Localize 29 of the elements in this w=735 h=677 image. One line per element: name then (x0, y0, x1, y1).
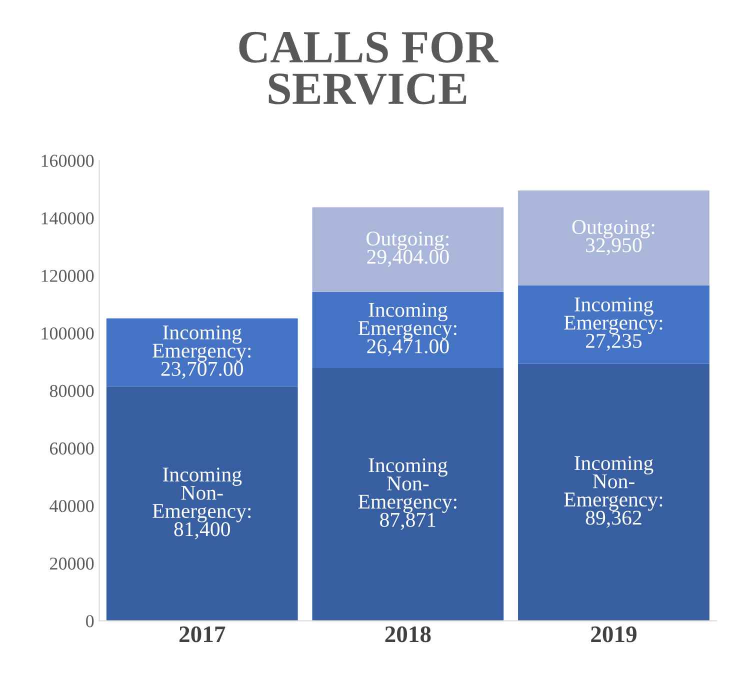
y-tick-label: 60000 (50, 442, 94, 455)
bar (312, 368, 504, 621)
data-label: Incoming Non- Emergency: 87,871 (358, 458, 456, 530)
bar (312, 292, 504, 368)
data-label: Incoming Emergency: 27,235 (564, 297, 662, 351)
data-label: Outgoing: 32,950 (572, 220, 654, 256)
bar (518, 190, 710, 286)
y-tick-label: 160000 (42, 154, 94, 167)
data-label: Incoming Emergency: 23,707.00 (152, 325, 251, 379)
data-label: Incoming Non- Emergency: 81,400 (152, 468, 251, 540)
data-label: Incoming Emergency: 26,471.00 (358, 302, 456, 356)
bar (312, 207, 504, 292)
data-label: Outgoing: 29,404.00 (366, 232, 449, 267)
y-tick-label: 20000 (50, 558, 94, 570)
y-tick-label: 120000 (42, 270, 94, 282)
x-tick-label: 2019 (591, 626, 636, 642)
chart-title: CALLS FOR SERVICE (239, 32, 498, 105)
x-tick-label: 2017 (180, 626, 226, 642)
bar (106, 386, 298, 621)
y-tick-label: 80000 (50, 384, 94, 398)
y-tick-label: 100000 (42, 327, 94, 340)
data-label: Incoming Non- Emergency: 89,362 (564, 456, 662, 528)
bar (106, 318, 298, 387)
y-tick-label: 0 (86, 615, 94, 628)
x-tick-label: 2018 (385, 626, 431, 642)
y-tick-label: 40000 (50, 500, 94, 512)
y-tick-label: 140000 (42, 212, 94, 224)
bar (518, 364, 710, 621)
bar (518, 285, 710, 364)
